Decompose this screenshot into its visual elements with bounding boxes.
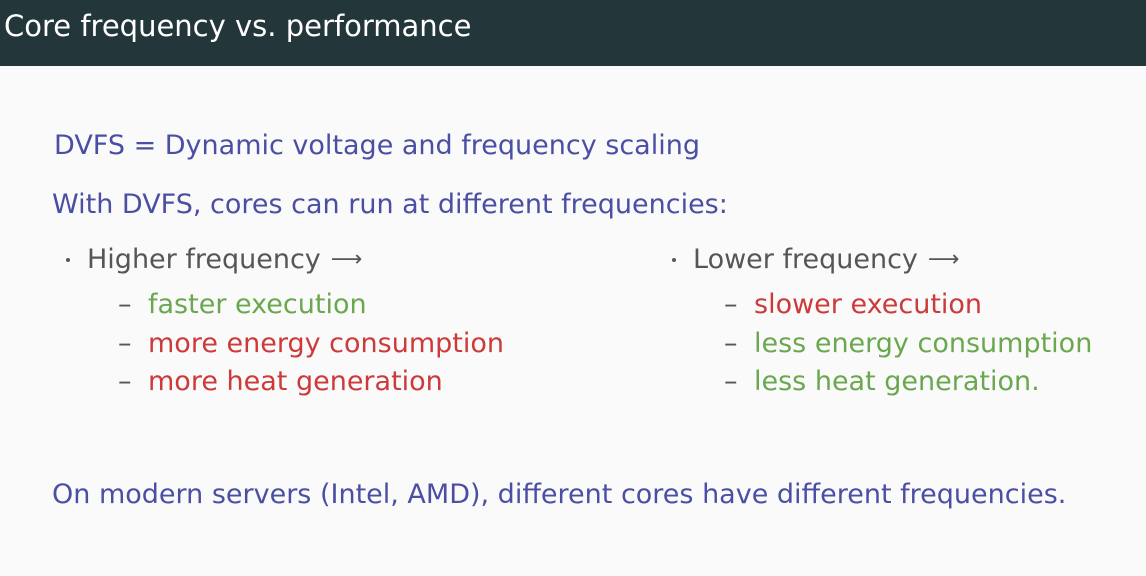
right-arrow-icon: ⟶ — [330, 247, 363, 272]
dash-icon: – — [724, 289, 738, 320]
item-more-energy: more energy consumption — [148, 328, 504, 359]
list-item: – slower execution — [724, 287, 982, 323]
slide-title: Core frequency vs. performance — [4, 9, 472, 43]
slide-title-bar: Core frequency vs. performance — [0, 0, 1146, 66]
list-item: – faster execution — [118, 287, 367, 323]
dvfs-intro: With DVFS, cores can run at different fr… — [52, 189, 728, 220]
bullet-icon — [66, 258, 70, 262]
higher-frequency-heading: Higher frequency ⟶ — [87, 242, 362, 278]
item-less-heat: less heat generation. — [754, 366, 1040, 397]
list-item: – less energy consumption — [724, 326, 1092, 362]
dash-icon: – — [724, 366, 738, 397]
lower-frequency-heading: Lower frequency ⟶ — [693, 242, 959, 278]
list-item: – less heat generation. — [724, 364, 1040, 400]
item-slower-execution: slower execution — [754, 289, 983, 320]
bullet-icon — [672, 258, 676, 262]
lower-frequency-label: Lower frequency — [693, 244, 918, 275]
right-arrow-icon: ⟶ — [927, 247, 960, 272]
dash-icon: – — [118, 328, 132, 359]
dash-icon: – — [118, 289, 132, 320]
dash-icon: – — [118, 366, 132, 397]
item-faster-execution: faster execution — [148, 289, 367, 320]
higher-frequency-label: Higher frequency — [87, 244, 321, 275]
conclusion-text: On modern servers (Intel, AMD), differen… — [52, 479, 1067, 510]
item-less-energy: less energy consumption — [754, 328, 1093, 359]
list-item: – more heat generation — [118, 364, 443, 400]
dvfs-definition: DVFS = Dynamic voltage and frequency sca… — [54, 130, 700, 161]
item-more-heat: more heat generation — [148, 366, 443, 397]
dash-icon: – — [724, 328, 738, 359]
list-item: – more energy consumption — [118, 326, 504, 362]
